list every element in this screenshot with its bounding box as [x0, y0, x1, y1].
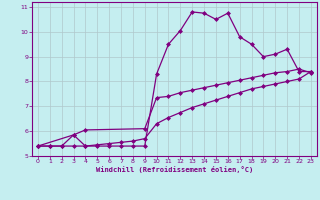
X-axis label: Windchill (Refroidissement éolien,°C): Windchill (Refroidissement éolien,°C): [96, 166, 253, 173]
